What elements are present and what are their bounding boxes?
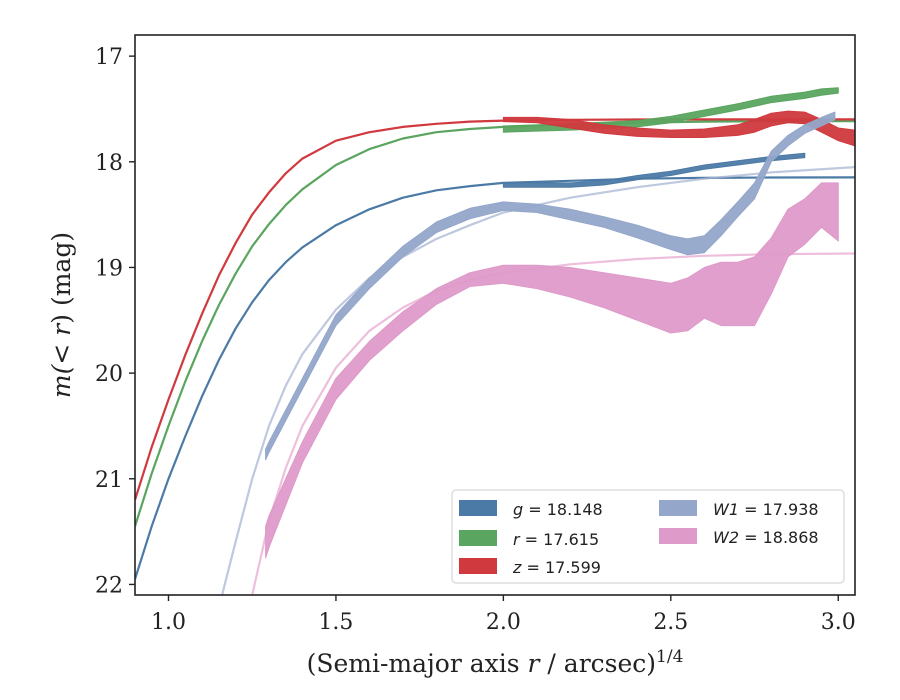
legend-swatch-z [459,558,497,574]
y-axis-label: m(< r) (mag) [47,232,76,398]
profile-band-w1 [265,111,836,461]
legend-swatch-g [459,500,497,516]
profile-band-r [502,87,839,133]
model-curve-g [135,176,855,580]
x-tick-label: 2.5 [653,610,688,635]
legend-swatch-r [459,530,497,546]
legend-label-w1: W1 = 17.938 [713,500,819,519]
x-tick-label: 1.5 [318,610,353,635]
profile-band-g [502,152,806,188]
data-layer [135,87,855,595]
plot-frame [134,34,856,596]
x-tick-label: 3.0 [821,610,856,635]
ticks-layer: 1.0 1.5 2.0 2.5 3.0 17 18 19 20 21 22 [95,45,856,635]
y-tick-label: 21 [95,468,123,493]
profile-band-w2 [265,182,839,559]
y-tick-label: 19 [95,256,123,281]
y-tick-label: 18 [95,151,123,176]
legend-label-z: z = 17.599 [512,558,601,577]
legend-label-g: g = 18.148 [513,500,603,519]
x-axis-label: (Semi-major axis r / arcsec)1/4 [307,647,684,678]
profile-band-z [502,110,855,147]
legend-label-r: r = 17.615 [513,530,599,549]
model-curve-z [135,118,855,501]
legend-label-w2: W2 = 18.868 [713,528,819,547]
y-tick-label: 20 [95,362,123,387]
x-tick-label: 2.0 [486,610,521,635]
x-tick-label: 1.0 [151,610,186,635]
legend-box [451,489,845,584]
legend-swatch-w2 [659,528,697,544]
legend-swatch-w1 [659,500,697,516]
y-tick-label: 22 [95,573,123,598]
y-tick-label: 17 [95,45,123,70]
legend: g = 18.148 r = 17.615 z = 17.599 W1 = 17… [451,489,845,584]
